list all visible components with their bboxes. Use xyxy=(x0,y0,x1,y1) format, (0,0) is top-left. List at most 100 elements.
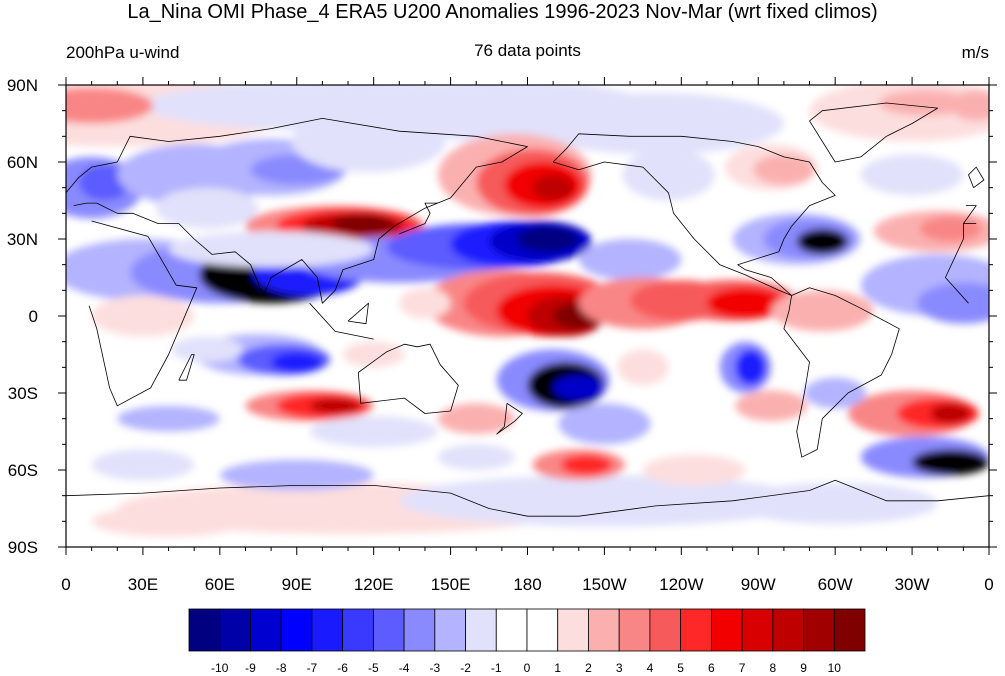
coastline xyxy=(783,287,900,458)
anomaly-contour xyxy=(168,231,374,268)
coastline xyxy=(66,479,989,517)
anomaly-contour xyxy=(735,349,766,386)
colorbar-swatch xyxy=(526,608,559,652)
anomaly-contour xyxy=(804,377,866,409)
colorbar-label: -6 xyxy=(337,661,348,675)
lon-label: 60E xyxy=(205,575,235,594)
lat-label: 90S xyxy=(8,538,38,557)
colorbar-swatch xyxy=(465,608,497,652)
coastline xyxy=(357,343,459,414)
anomaly-contour xyxy=(917,282,989,324)
anomaly-contour xyxy=(399,287,451,319)
colorbar-label: -10 xyxy=(211,661,229,675)
anomaly-contour xyxy=(622,149,715,201)
coastline xyxy=(968,166,985,189)
anomaly-contour xyxy=(732,482,938,524)
colorbar-swatch xyxy=(372,608,405,652)
colorbar-label: 9 xyxy=(800,661,807,675)
anomaly-contour xyxy=(560,454,613,476)
colorbar-swatch xyxy=(280,608,313,652)
latitude-labels: 90N 60N 30N 0 30S 60S 90S xyxy=(7,76,38,557)
anomaly-contour xyxy=(309,398,361,414)
coastlines xyxy=(66,102,989,517)
coastline xyxy=(88,220,198,407)
map-plot-area xyxy=(65,84,990,548)
anomaly-contour xyxy=(771,290,874,332)
coastline xyxy=(963,205,977,224)
coastline xyxy=(496,402,523,435)
colorbar-swatch xyxy=(403,608,436,652)
colorbar-swatch xyxy=(434,608,466,652)
colorbar-swatch xyxy=(219,608,251,652)
colorbar-label: 3 xyxy=(616,661,623,675)
colorbar-swatch xyxy=(649,608,682,652)
lat-label: 60S xyxy=(8,461,38,480)
anomaly-contour xyxy=(912,449,989,476)
lat-label: 30S xyxy=(8,384,38,403)
anomaly-contour xyxy=(517,226,579,252)
lon-label: 0 xyxy=(61,575,70,594)
anomaly-contour xyxy=(735,390,807,422)
colorbar-label: -7 xyxy=(307,661,318,675)
colorbar-label: 1 xyxy=(554,661,561,675)
anomaly-contour xyxy=(399,475,810,527)
lon-label: 150W xyxy=(582,575,626,594)
anomaly-contour xyxy=(642,454,746,486)
colorbar-swatch xyxy=(588,608,620,652)
anomaly-contour xyxy=(271,351,323,373)
colorbar-label: 8 xyxy=(769,661,776,675)
anomaly-contour xyxy=(78,164,131,201)
axis-ticks xyxy=(58,77,997,555)
anomaly-contour xyxy=(117,405,220,432)
lat-label: 30N xyxy=(7,230,38,249)
anomaly-contour xyxy=(91,505,246,537)
anomaly-contour xyxy=(860,154,964,196)
anomaly-contour xyxy=(950,90,989,121)
anomaly-contour xyxy=(706,287,784,319)
lon-label: 90E xyxy=(282,575,312,594)
lon-label: 30W xyxy=(895,575,930,594)
colorbar-label: 5 xyxy=(677,661,684,675)
variable-label: 200hPa u-wind xyxy=(66,43,180,62)
colorbar-label: -8 xyxy=(276,661,287,675)
anomaly-contour xyxy=(91,449,195,481)
anomaly-contour xyxy=(930,403,972,424)
lon-label: 120E xyxy=(354,575,394,594)
lon-label: 150E xyxy=(431,575,471,594)
anomaly-contour xyxy=(437,403,515,435)
longitude-labels: 0 30E 60E 90E 120E 150E 180 150W 120W 90W 60W 30W 0 xyxy=(61,575,993,594)
lon-label: 0 xyxy=(984,575,993,594)
anomaly-contour xyxy=(617,349,669,386)
anomaly-contour xyxy=(527,92,784,155)
lon-label: 90W xyxy=(741,575,776,594)
anomaly-contour xyxy=(219,459,374,491)
lat-label: 60N xyxy=(7,153,38,172)
coastline xyxy=(347,302,369,325)
colorbar-swatch xyxy=(680,608,712,652)
anomaly-contour xyxy=(332,213,395,234)
colorbar-label: 7 xyxy=(739,661,746,675)
coastline xyxy=(178,354,195,381)
anomaly-contour xyxy=(753,154,815,186)
anomaly-contour xyxy=(309,416,438,447)
colorbar-swatch xyxy=(772,608,804,652)
colorbar-swatch xyxy=(710,608,743,652)
anomaly-contour xyxy=(437,444,515,470)
colorbar-swatch xyxy=(833,608,866,652)
colorbar-label: -9 xyxy=(245,661,256,675)
anomaly-contour xyxy=(578,239,682,281)
anomaly-contour xyxy=(919,215,982,242)
colorbar-swatch xyxy=(741,608,774,652)
colorbar-label: 6 xyxy=(708,661,715,675)
colorbar-label: 2 xyxy=(585,661,592,675)
colorbar-label: -4 xyxy=(399,661,410,675)
anomaly-contour xyxy=(878,90,972,116)
coastline xyxy=(552,133,836,296)
anomaly-contour xyxy=(342,341,405,368)
anomaly-contour xyxy=(291,110,446,173)
colorbar-swatch xyxy=(557,608,589,652)
colorbar-label: 4 xyxy=(647,661,654,675)
anomaly-field xyxy=(66,85,989,537)
coastline xyxy=(809,102,939,163)
